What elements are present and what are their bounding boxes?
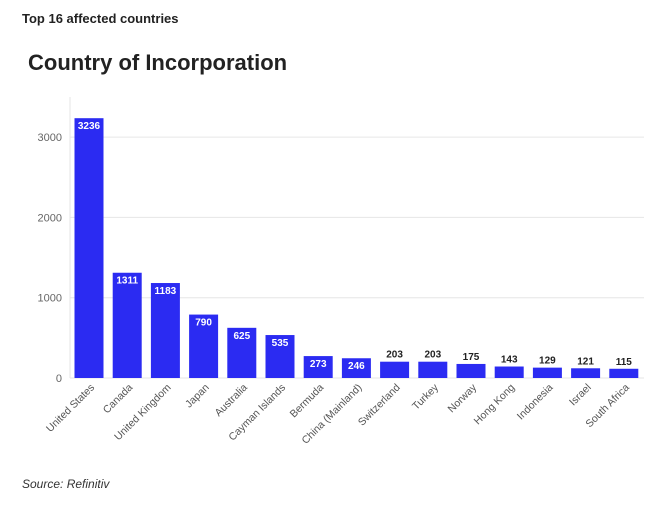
x-tick-label: Japan xyxy=(183,382,212,411)
x-tick-label: Canada xyxy=(101,382,136,417)
x-tick-label: Australia xyxy=(213,382,250,419)
bar xyxy=(571,368,601,378)
y-tick-label: 1000 xyxy=(38,293,62,305)
source-note: Source: Refinitiv xyxy=(22,477,110,491)
bar xyxy=(189,314,219,378)
data-label: 246 xyxy=(348,361,365,372)
data-label: 129 xyxy=(539,356,556,367)
y-tick-label: 2000 xyxy=(38,212,62,224)
value-labels: 3236 1311 1183 790 625 535 273 246 203 203 175 143 1… xyxy=(78,121,632,372)
chart-title: Country of Incorporation xyxy=(28,50,288,75)
data-label: 535 xyxy=(272,338,289,349)
bar xyxy=(418,361,448,378)
x-tick-label: Hong Kong xyxy=(472,382,518,428)
x-tick-label: Turkey xyxy=(410,381,441,412)
y-tick-label: 3000 xyxy=(38,132,62,144)
data-label: 121 xyxy=(577,356,594,367)
data-label: 1311 xyxy=(116,276,138,287)
x-tick-label: Bermuda xyxy=(288,382,327,421)
data-label: 273 xyxy=(310,359,327,370)
bar xyxy=(265,335,295,378)
bar xyxy=(112,272,142,378)
chart-kicker: Top 16 affected countries xyxy=(22,11,179,26)
bar xyxy=(380,361,410,378)
data-label: 175 xyxy=(463,352,480,363)
x-tick-label: United States xyxy=(44,382,97,435)
bar xyxy=(74,118,104,378)
bar xyxy=(227,327,257,378)
x-tick-label: Norway xyxy=(445,381,479,415)
bar xyxy=(532,367,562,378)
data-label: 203 xyxy=(386,350,403,361)
bar xyxy=(303,356,333,378)
data-label: 625 xyxy=(233,331,250,342)
data-label: 1183 xyxy=(155,286,177,297)
x-tick-label: Israel xyxy=(567,382,594,409)
bar xyxy=(494,366,524,378)
data-label: 115 xyxy=(616,357,633,368)
bar xyxy=(609,368,639,378)
bar xyxy=(341,358,371,378)
y-tick-label: 0 xyxy=(56,373,62,385)
data-label: 3236 xyxy=(78,121,101,132)
y-axis: 0 1000 2000 3000 xyxy=(38,132,62,385)
data-label: 203 xyxy=(424,350,441,361)
data-label: 143 xyxy=(501,355,518,366)
bar xyxy=(456,363,486,378)
bar-chart: 0 1000 2000 3000 3236 1311 1183 790 625 535 273 24… xyxy=(38,97,644,447)
bar xyxy=(150,283,180,378)
x-tick-label: Indonesia xyxy=(515,382,556,423)
data-label: 790 xyxy=(195,318,212,329)
bars xyxy=(74,118,639,378)
